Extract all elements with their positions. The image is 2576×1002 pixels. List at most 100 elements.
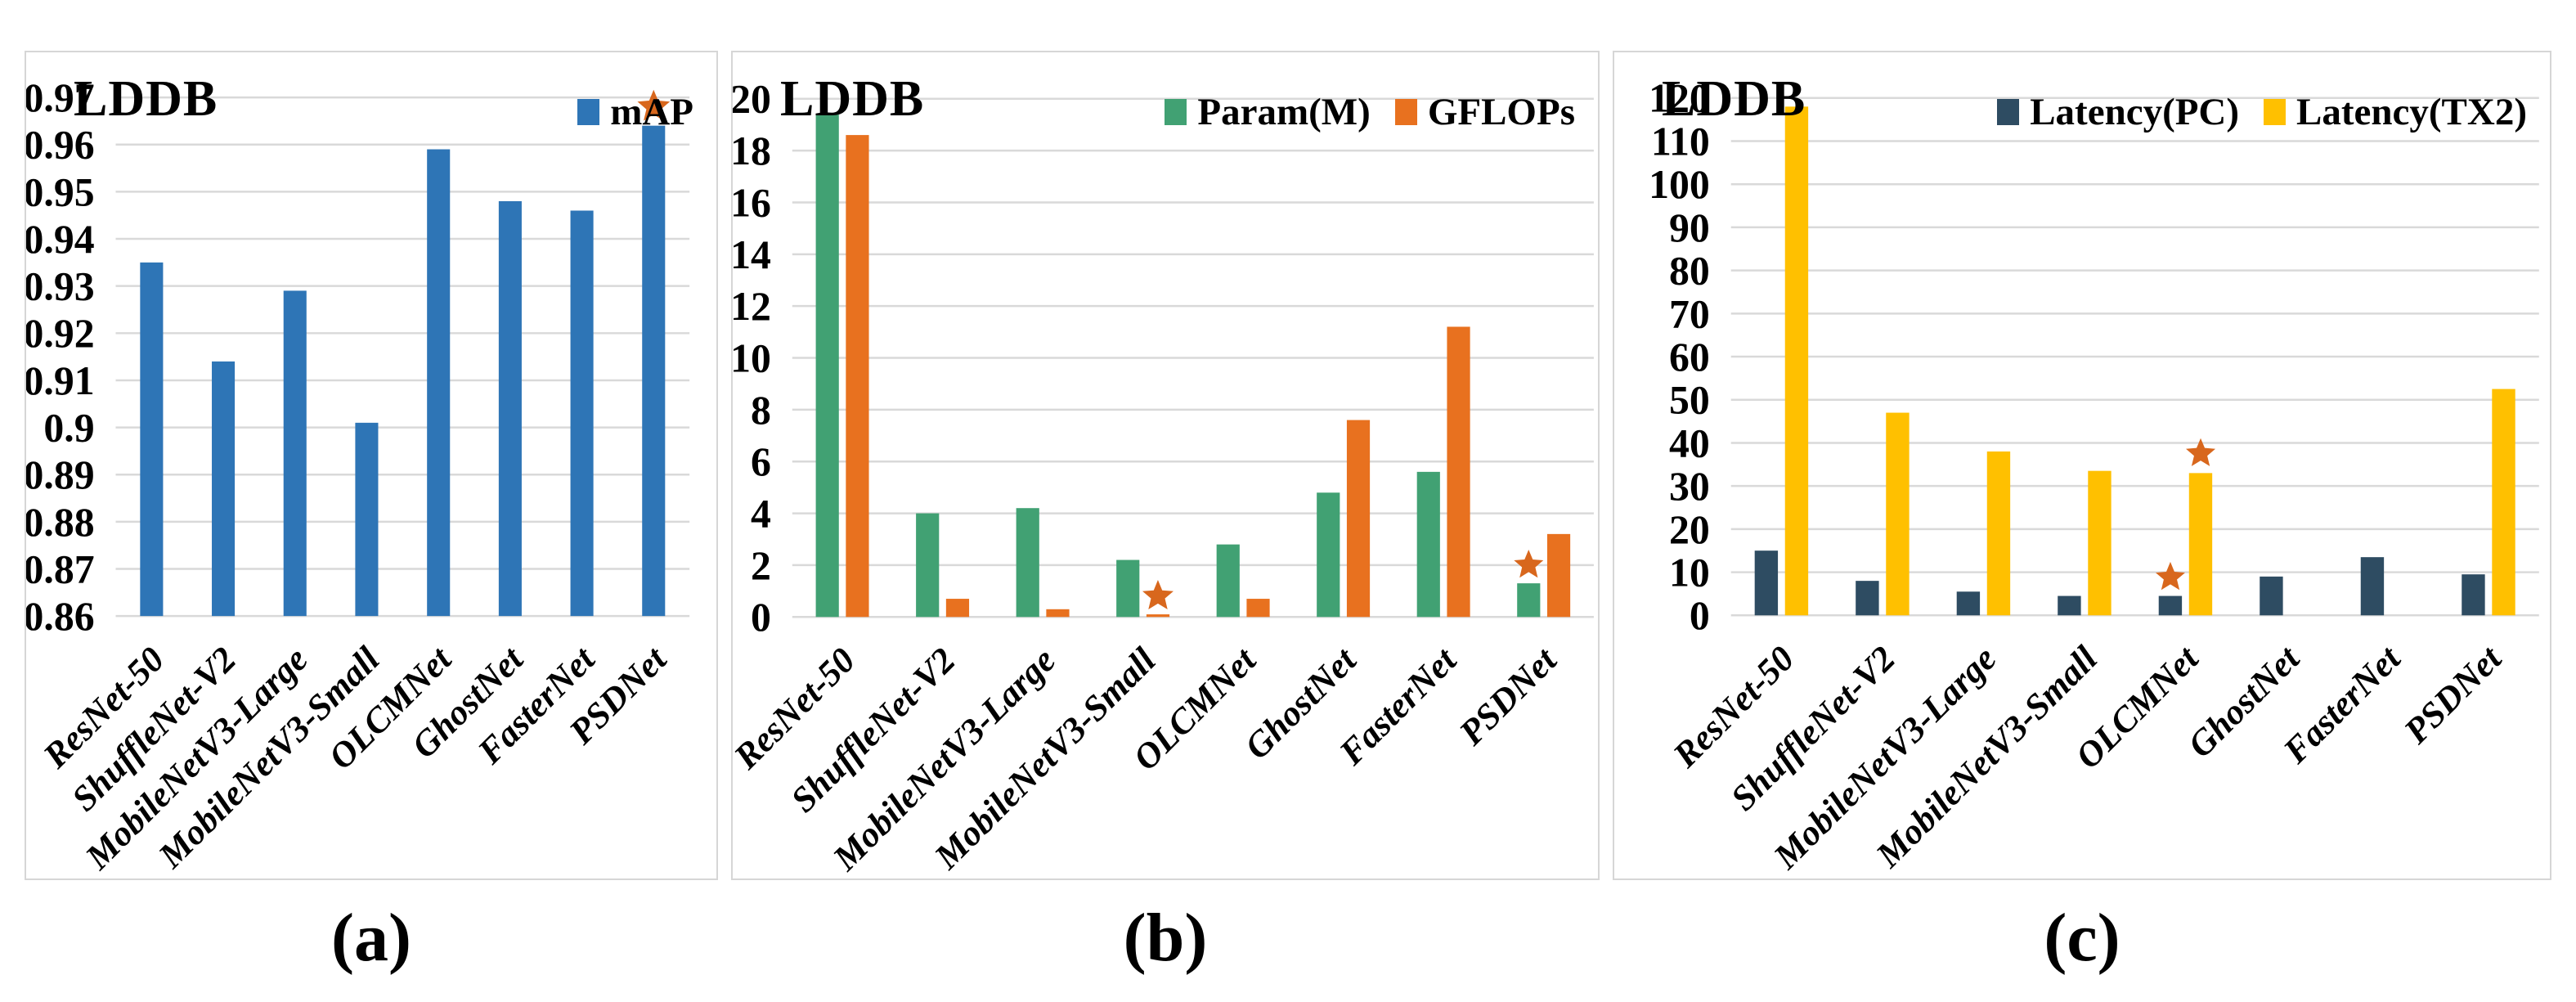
bar xyxy=(1517,583,1541,618)
bar xyxy=(945,599,970,618)
chart-title: LDDB xyxy=(1662,71,1806,127)
legend-item-label: GFLOPs xyxy=(1427,91,1575,133)
bar xyxy=(2158,595,2183,616)
bar xyxy=(2462,574,2485,616)
bar xyxy=(1246,599,1270,618)
bar xyxy=(2492,389,2515,616)
y-tick-label: 8 xyxy=(751,388,771,433)
star-icon xyxy=(637,89,671,121)
chart-panel-c: 120 110 100 90 80 70 60 50 40 30 20 10 0 ResNet-50 Shu… xyxy=(1613,51,2551,880)
bar-chart-map: 0.970.960.950.940.930.920.910.90.890.880… xyxy=(26,75,690,878)
bar xyxy=(283,290,307,617)
bar xyxy=(427,149,451,617)
y-tick-label: 10 xyxy=(1669,550,1710,595)
bar xyxy=(815,114,839,618)
bar xyxy=(1886,412,1910,616)
bar xyxy=(1317,492,1340,618)
y-tick-label: 110 xyxy=(1651,119,1710,164)
subfigure-caption-c: (c) xyxy=(2044,900,2120,976)
y-tick-label: 14 xyxy=(733,232,771,277)
y-tick-label: 0.9 xyxy=(43,406,94,451)
bar-chart-latency: 1201101009080706050403020100ResNet-50Shu… xyxy=(1649,76,2539,877)
bar xyxy=(2260,576,2283,616)
y-tick-label: 50 xyxy=(1669,378,1710,423)
y-tick-label: 30 xyxy=(1669,464,1710,509)
legend-item: Param(M) xyxy=(1165,90,1371,134)
y-tick-label: 70 xyxy=(1669,291,1710,336)
legend-swatch-icon xyxy=(2264,99,2287,125)
legend-item-label: Param(M) xyxy=(1197,91,1371,133)
bar xyxy=(2188,473,2213,616)
legend-swatch-icon xyxy=(1997,99,2020,125)
legend-item-label: Latency(PC) xyxy=(2030,91,2240,133)
y-tick-label: 20 xyxy=(1669,507,1710,552)
y-tick-label: 90 xyxy=(1669,205,1710,250)
legend-item-label: Latency(TX2) xyxy=(2296,91,2527,133)
y-tick-label: 0 xyxy=(751,595,771,640)
y-tick-label: 0.94 xyxy=(26,217,95,262)
y-tick-label: 6 xyxy=(751,439,771,484)
bar xyxy=(1546,533,1571,618)
star-icon xyxy=(1514,549,1544,578)
bar xyxy=(1784,106,1809,616)
bar xyxy=(1216,544,1240,618)
y-tick-label: 0.88 xyxy=(26,500,95,545)
y-tick-label: 0.95 xyxy=(26,169,95,214)
y-tick-label: 0 xyxy=(1690,593,1710,638)
star-icon xyxy=(2155,561,2186,591)
subfigure-caption-a: (a) xyxy=(331,900,411,976)
bar xyxy=(916,513,940,618)
y-tick-label: 0.91 xyxy=(26,358,95,403)
y-tick-label: 0.86 xyxy=(26,594,95,639)
legend-item: Latency(TX2) xyxy=(2264,90,2527,134)
y-tick-label: 10 xyxy=(733,335,771,380)
legend-item: mAP xyxy=(577,90,693,134)
subfigure-caption-b: (b) xyxy=(1123,900,1208,976)
bar xyxy=(642,125,666,617)
chart-panel-b: 20 18 16 14 12 10 8 6 4 2 0 ResNet-50 ShuffleNet-V2 M… xyxy=(731,51,1600,880)
chart-title: LDDB xyxy=(74,71,218,127)
y-tick-label: 12 xyxy=(733,284,771,329)
y-tick-label: 16 xyxy=(733,180,771,225)
legend: mAP xyxy=(577,90,693,134)
bar xyxy=(498,200,522,617)
chart-panel-a: 0.97 0.96 0.95 0.94 0.93 0.92 0.91 0.9 0.89 0.88 0… xyxy=(25,51,718,880)
y-tick-label: 100 xyxy=(1649,162,1710,207)
bar xyxy=(1046,609,1070,618)
bar xyxy=(2360,557,2385,616)
y-tick-label: 0.93 xyxy=(26,264,95,309)
bar xyxy=(1986,451,2011,616)
y-tick-label: 80 xyxy=(1669,249,1710,294)
star-icon xyxy=(2185,438,2216,466)
bar xyxy=(1754,550,1779,616)
bar xyxy=(1146,614,1170,618)
y-tick-label: 0.97 xyxy=(26,75,95,120)
y-tick-label: 18 xyxy=(733,128,771,173)
bar xyxy=(2058,595,2081,616)
bar xyxy=(355,422,379,617)
legend-swatch-icon xyxy=(1165,99,1187,125)
x-axis-label: PSDNet xyxy=(1452,640,1565,753)
star-icon xyxy=(1142,580,1174,610)
legend: Latency(PC) Latency(TX2) xyxy=(1997,90,2527,134)
y-tick-label: 40 xyxy=(1669,420,1710,465)
bar xyxy=(1116,559,1140,618)
y-tick-label: 0.92 xyxy=(26,311,95,356)
y-tick-label: 60 xyxy=(1669,335,1710,380)
legend-swatch-icon xyxy=(1394,99,1417,125)
legend-item-label: mAP xyxy=(610,91,693,133)
bar xyxy=(1016,508,1039,618)
bar xyxy=(212,361,236,617)
y-tick-label: 4 xyxy=(751,492,771,537)
bar xyxy=(570,210,594,617)
y-tick-label: 120 xyxy=(1649,76,1710,121)
bar xyxy=(2088,470,2112,616)
y-tick-label: 2 xyxy=(751,543,771,588)
legend: Param(M) GFLOPs xyxy=(1165,90,1575,134)
x-axis-label: PSDNet xyxy=(2396,638,2510,752)
y-tick-label: 0.89 xyxy=(26,452,95,497)
bar xyxy=(1346,420,1371,618)
bar xyxy=(1856,581,1879,616)
y-tick-label: 0.87 xyxy=(26,546,95,591)
bar-chart-params-gflops: 20181614121086420ResNet-50ShuffleNet-V2M… xyxy=(733,77,1594,878)
